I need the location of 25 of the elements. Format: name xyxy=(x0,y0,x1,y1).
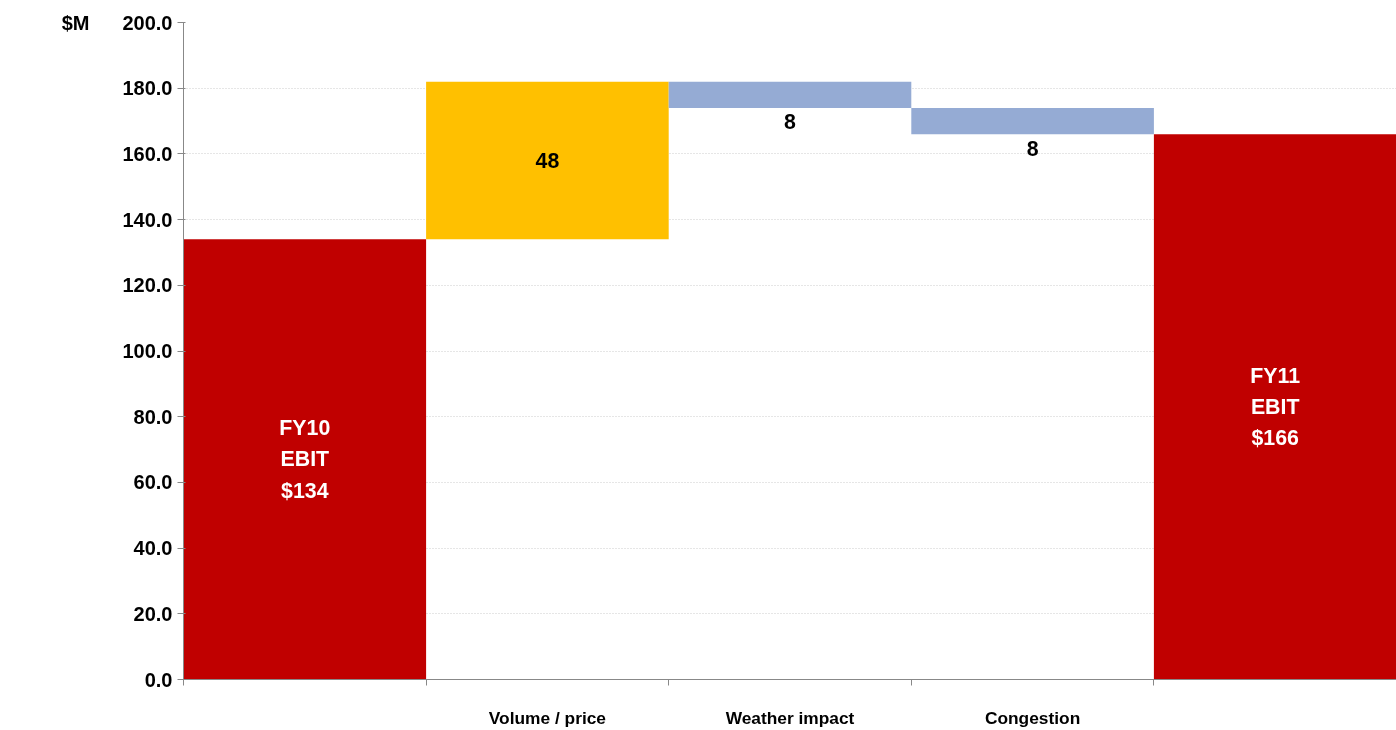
y-tick-label: 160.0 xyxy=(122,142,173,165)
y-axis-title: $M xyxy=(61,11,90,34)
y-tick-label: 20.0 xyxy=(133,602,173,625)
y-tick-label: 120.0 xyxy=(122,274,173,297)
data-label: FY11 EBIT $166 xyxy=(1250,363,1301,451)
y-tick-label: 0.0 xyxy=(144,668,173,691)
y-tick-label: 60.0 xyxy=(133,471,173,494)
bar xyxy=(183,239,427,680)
x-tick-label: Volume / price xyxy=(488,707,607,728)
data-label: 48 xyxy=(535,148,560,173)
bar xyxy=(1153,134,1396,680)
y-tick-label: 180.0 xyxy=(122,77,173,100)
x-tick-label: Congestion xyxy=(984,707,1081,728)
y-tick-label: 80.0 xyxy=(133,405,173,428)
x-tick-label: Weather impact xyxy=(725,707,855,728)
bar xyxy=(668,81,912,108)
bar xyxy=(911,107,1154,135)
y-tick-label: 140.0 xyxy=(122,208,173,231)
data-label: 8 xyxy=(1026,136,1039,161)
bar xyxy=(426,81,669,240)
y-tick-label: 200.0 xyxy=(122,11,173,34)
y-tick-label: 100.0 xyxy=(122,340,173,362)
data-label: 8 xyxy=(784,110,797,135)
y-tick-label: 40.0 xyxy=(133,537,173,560)
data-label: FY10 EBIT $134 xyxy=(279,416,331,503)
